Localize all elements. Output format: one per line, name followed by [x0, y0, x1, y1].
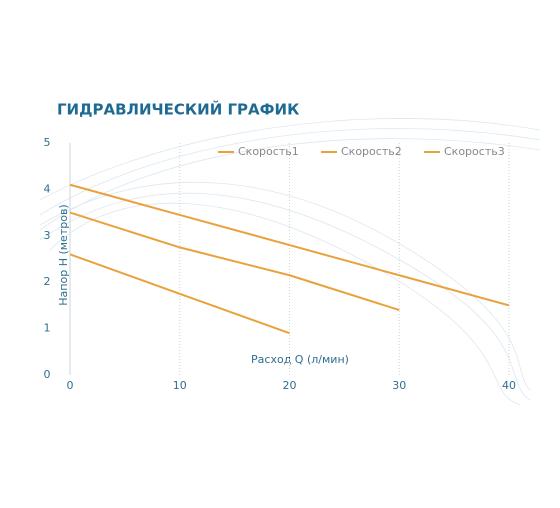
legend-label: Скорость3 [444, 145, 505, 158]
legend-label: Скорость1 [238, 145, 299, 158]
y-tick-label: 0 [44, 368, 51, 381]
y-tick-label: 4 [44, 182, 51, 195]
y-tick-label: 3 [44, 229, 51, 242]
x-tick-label: 20 [283, 379, 297, 392]
y-axis-label: Напор H (метров) [57, 204, 70, 305]
x-axis-label: Расход Q (л/мин) [251, 353, 349, 366]
x-tick-label: 0 [67, 379, 74, 392]
chart-title: ГИДРАВЛИЧЕСКИЙ ГРАФИК [57, 100, 300, 119]
y-tick-label: 2 [44, 275, 51, 288]
series-line [69, 183, 510, 307]
y-tick-label: 5 [44, 136, 51, 149]
x-tick-label: 10 [173, 379, 187, 392]
series-line [69, 253, 290, 335]
x-tick-label: 30 [392, 379, 406, 392]
legend-label: Скорость2 [341, 145, 402, 158]
x-tick-label: 40 [502, 379, 516, 392]
y-tick-label: 1 [44, 322, 51, 335]
series-line [69, 211, 400, 311]
